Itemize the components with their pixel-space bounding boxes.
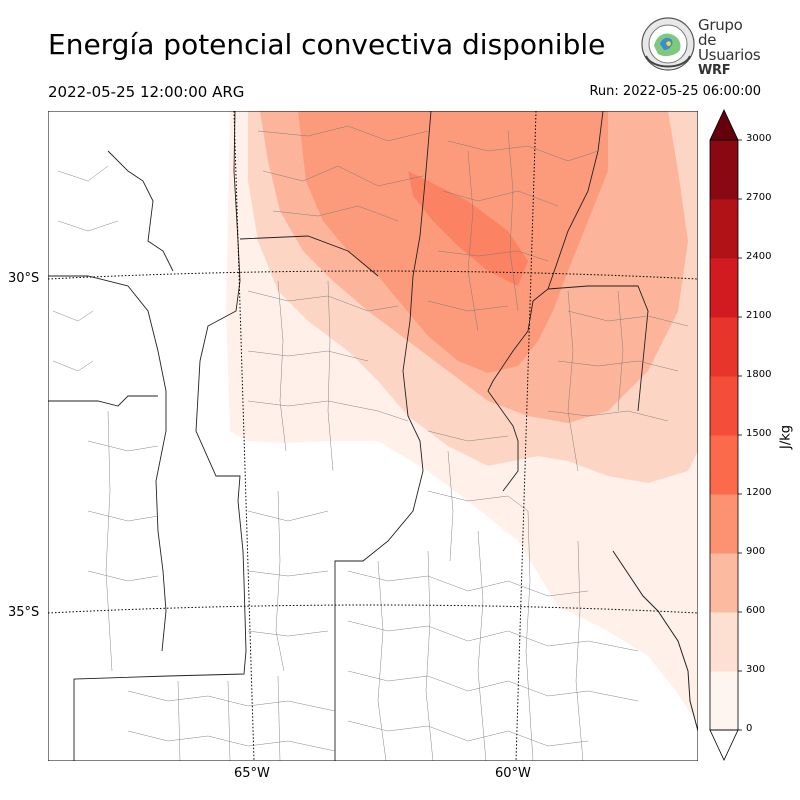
colorbar-segment — [710, 671, 738, 731]
colorbar-segment — [710, 258, 738, 318]
logo-line-2: Usuarios — [698, 46, 761, 64]
map-title: Energía potencial convectiva disponible — [48, 28, 606, 61]
colorbar-unit-label: J/kg — [778, 425, 794, 449]
colorbar-segment — [710, 376, 738, 436]
colorbar-segment — [710, 435, 738, 495]
run-time: Run: 2022-05-25 06:00:00 — [589, 84, 761, 99]
colorbar-tick-label: 2700 — [746, 192, 772, 203]
logo-text: Grupo de Usuarios WRF — [698, 16, 761, 79]
lon-label-60w: 60°W — [495, 766, 531, 781]
colorbar-tick-label: 600 — [746, 605, 766, 616]
lon-label-65w: 65°W — [234, 766, 270, 781]
coastline — [612, 550, 698, 732]
logo-line-1: Grupo de — [698, 16, 743, 49]
colorbar-tick-label: 300 — [746, 664, 766, 675]
valid-time: 2022-05-25 12:00:00 ARG — [48, 83, 245, 101]
colorbar-tick-label: 1500 — [746, 428, 772, 439]
lat-label-35s: 35°S — [8, 605, 40, 620]
province-borders — [48, 111, 649, 761]
colorbar-tick-label: 1800 — [746, 369, 772, 380]
wrf-group-logo: Grupo de Usuarios WRF — [638, 16, 761, 78]
logo-line-3: WRF — [698, 63, 731, 78]
colorbar-segment — [710, 199, 738, 259]
colorbar-tick-label: 0 — [746, 723, 753, 734]
logo-emblem-icon — [641, 17, 695, 71]
colorbar-tick-label: 2400 — [746, 251, 772, 262]
colorbar — [709, 109, 742, 761]
colorbar-tick-label: 2100 — [746, 310, 772, 321]
lat-label-30s: 30°S — [8, 271, 40, 286]
graticule — [48, 111, 698, 761]
colorbar-segment — [710, 612, 738, 672]
colorbar-tick-label: 1200 — [746, 487, 772, 498]
colorbar-tick-label: 900 — [746, 546, 766, 557]
colorbar-segment — [710, 494, 738, 554]
colorbar-segment — [710, 317, 738, 377]
department-borders — [52, 125, 689, 761]
colorbar-segment — [710, 553, 738, 613]
colorbar-extend-max — [709, 109, 739, 141]
colorbar-extend-min — [709, 729, 739, 761]
cape-map — [48, 111, 698, 761]
colorbar-tick-label: 3000 — [746, 133, 772, 144]
colorbar-segment — [710, 140, 738, 200]
cape-band-1200-1500 — [408, 171, 528, 286]
cape-band-900-1200 — [298, 111, 608, 373]
